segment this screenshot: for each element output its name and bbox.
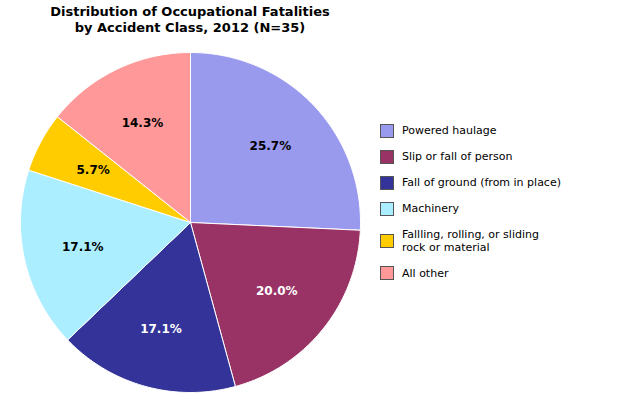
html-text:Distribution of Occupational F: Distribution of Occupational Fatalities … xyxy=(50,4,330,36)
svg-text:5.7%: 5.7% xyxy=(76,163,109,177)
html-text:Slip or fall of person: Slip or fall of person xyxy=(402,150,513,164)
html-text:All other: All other xyxy=(402,266,449,280)
html-text:Fallling, rolling, or sliding: Fallling, rolling, or sliding rock or ma… xyxy=(402,227,539,254)
svg-text:20.0%: 20.0% xyxy=(256,284,298,298)
svg-text:25.7%: 25.7% xyxy=(250,139,292,153)
svg-text:14.3%: 14.3% xyxy=(122,116,164,130)
html-text:Fall of ground (from in place): Fall of ground (from in place) xyxy=(402,176,561,190)
html-text:Powered haulage: Powered haulage xyxy=(402,124,497,138)
svg-text:17.1%: 17.1% xyxy=(62,240,104,254)
html-text:Machinery: Machinery xyxy=(402,202,460,216)
svg-text:17.1%: 17.1% xyxy=(140,322,182,336)
